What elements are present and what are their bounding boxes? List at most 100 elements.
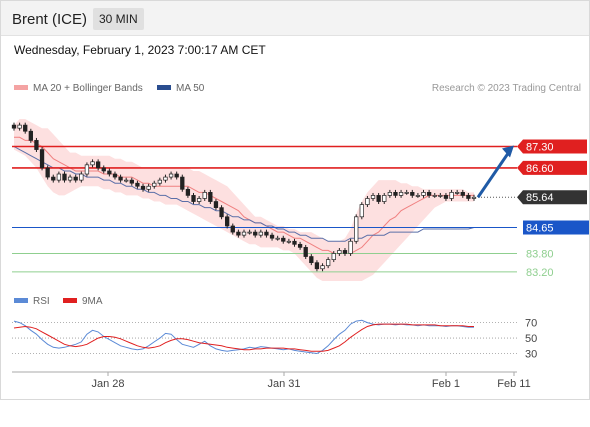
legend-9ma: 9MA bbox=[82, 296, 103, 307]
candle-body bbox=[247, 231, 252, 234]
x-axis: Jan 28 Jan 31 Feb 1 Feb 11 bbox=[91, 372, 531, 390]
candle-body bbox=[314, 262, 320, 270]
timeframe-badge[interactable]: 30 MIN bbox=[93, 8, 144, 30]
candle-body bbox=[269, 234, 275, 239]
price-chart: MA 20 + Bollinger Bands MA 50 Research ©… bbox=[11, 83, 589, 390]
candle-body bbox=[449, 192, 454, 199]
rsi-tick-label: 50 bbox=[525, 333, 537, 345]
x-tick-label: Feb 11 bbox=[497, 378, 530, 390]
level-label-support: 83.80 bbox=[526, 248, 554, 260]
level-tag-resistance bbox=[517, 160, 587, 175]
arrow-head bbox=[502, 145, 514, 158]
candle-body bbox=[337, 250, 342, 254]
candle-body bbox=[163, 176, 168, 181]
rsi-line bbox=[13, 319, 474, 355]
level-label-resistance: 87.30 bbox=[526, 142, 554, 154]
candle-body bbox=[56, 173, 62, 181]
candle-body bbox=[208, 192, 213, 202]
legend-swatch-ma20 bbox=[14, 85, 28, 90]
candle-body bbox=[275, 237, 280, 240]
candle-body bbox=[213, 201, 219, 208]
level-labels: 87.30 86.60 85.64 84.65 83.80 83.20 bbox=[517, 139, 589, 279]
candle-body bbox=[219, 207, 224, 218]
candle-body bbox=[471, 196, 477, 199]
candle-body bbox=[62, 173, 67, 181]
candle-body bbox=[95, 161, 101, 169]
candle-body bbox=[23, 124, 28, 132]
candle-body bbox=[79, 173, 84, 181]
level-tag-resistance bbox=[517, 139, 587, 154]
x-tick-label: Jan 28 bbox=[91, 378, 124, 390]
candle-body bbox=[455, 192, 460, 194]
candle-body bbox=[410, 192, 415, 196]
candle-body bbox=[320, 265, 325, 270]
level-tag-current bbox=[517, 190, 587, 205]
candle-body bbox=[432, 195, 437, 197]
candle-body bbox=[17, 124, 22, 129]
legend-swatch-9ma bbox=[63, 298, 77, 303]
candle-body bbox=[342, 250, 348, 254]
candle-body bbox=[168, 173, 174, 178]
copyright: Research © 2023 Trading Central bbox=[432, 83, 581, 94]
candle-body bbox=[185, 188, 191, 196]
candle-body bbox=[45, 167, 50, 178]
candle-body bbox=[370, 195, 376, 199]
candle-body bbox=[174, 173, 179, 178]
candle-body bbox=[253, 231, 258, 236]
bollinger-bands bbox=[14, 119, 474, 281]
arrow-shaft bbox=[476, 149, 512, 199]
rsi-tick-label: 30 bbox=[525, 349, 537, 361]
candle-body bbox=[376, 195, 381, 202]
candle-body bbox=[180, 176, 185, 190]
candle-body bbox=[325, 259, 331, 267]
candle-body bbox=[140, 185, 146, 190]
candle-body bbox=[286, 240, 292, 243]
candle-body bbox=[34, 140, 39, 150]
level-label-support: 83.20 bbox=[526, 267, 554, 279]
candle-body bbox=[157, 179, 163, 184]
candle-body bbox=[129, 179, 134, 184]
forecast-arrow bbox=[476, 145, 514, 199]
bollinger-band-area bbox=[14, 119, 474, 281]
candle-body bbox=[443, 195, 449, 199]
candle-body bbox=[67, 176, 73, 181]
legend-swatch-ma50 bbox=[157, 85, 171, 90]
candle-body bbox=[152, 182, 157, 187]
candle-body bbox=[415, 195, 421, 197]
candle-body bbox=[387, 192, 393, 196]
level-label-current: 85.64 bbox=[526, 192, 554, 204]
candle-body bbox=[359, 204, 364, 218]
candle-body bbox=[196, 198, 202, 202]
candle-body bbox=[297, 243, 303, 248]
candle-body bbox=[466, 195, 471, 199]
candle-body bbox=[112, 173, 118, 178]
candle-body bbox=[202, 192, 207, 199]
candle-body bbox=[398, 192, 404, 196]
candle-body bbox=[331, 253, 336, 260]
legend-rsi: RSI bbox=[33, 296, 50, 307]
ma20-line bbox=[14, 136, 474, 254]
timestamp: Wednesday, February 1, 2023 7:00:17 AM C… bbox=[14, 43, 266, 57]
legend-ma50: MA 50 bbox=[176, 83, 205, 94]
instrument-title: Brent (ICE) bbox=[12, 11, 88, 28]
level-label-pivot: 84.65 bbox=[526, 223, 554, 235]
candlesticks bbox=[11, 122, 477, 272]
candle-body bbox=[404, 192, 409, 194]
candle-body bbox=[348, 240, 353, 254]
ma50-line bbox=[13, 146, 475, 242]
candle-body bbox=[382, 195, 387, 202]
candle-body bbox=[11, 124, 17, 129]
candle-body bbox=[309, 256, 314, 264]
candle-body bbox=[230, 225, 235, 233]
candle-body bbox=[258, 231, 263, 236]
candle-body bbox=[28, 130, 33, 141]
rsi-tick-label: 70 bbox=[525, 318, 537, 330]
rsi-panel: 70 50 30 bbox=[12, 318, 537, 361]
candle-body bbox=[225, 216, 230, 227]
candle-body bbox=[236, 231, 241, 236]
candle-body bbox=[73, 176, 78, 181]
candle-body bbox=[135, 182, 140, 187]
candle-body bbox=[90, 161, 95, 166]
candle-body bbox=[460, 192, 465, 196]
candle-body bbox=[146, 185, 151, 190]
